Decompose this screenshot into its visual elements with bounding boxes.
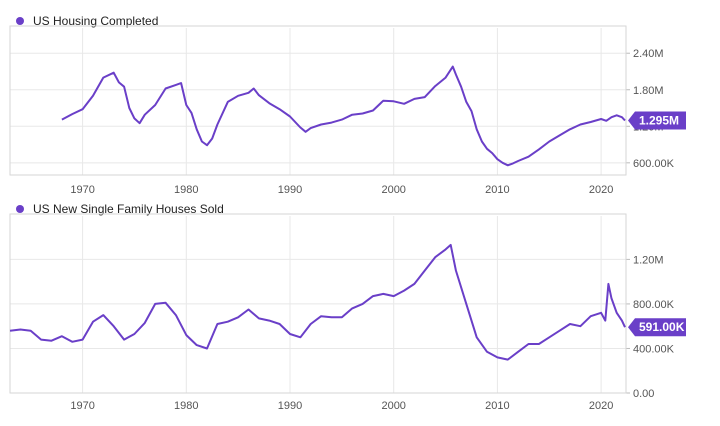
plot-area-frame [9,213,627,394]
y-tick-label: 1.20M [633,254,664,266]
plot-area-frame [9,25,627,176]
chart-panel-2: 0.00 400.00K 800.00K 1.20M 1970 1980 1990 2000 2… [9,213,686,412]
series-line [9,243,626,361]
y-tick-label: 600.00K [633,158,675,170]
series-line [61,65,626,167]
x-tick-label: 2020 [589,184,613,196]
last-value-badge [628,318,686,337]
x-tick-label: 1980 [174,184,198,196]
x-tick-label: 2000 [381,400,405,412]
last-value-label: 1.295M [639,114,679,128]
legend-new-single-family-sold[interactable]: US New Single Family Houses Sold [16,202,224,216]
last-value-label: 591.00K [639,320,685,334]
chart-panel-1: 600.00K1.20M1.80M2.40M197019801990200020… [9,25,686,196]
x-tick-label: 1990 [278,184,302,196]
y-tick-label: 1.80M [633,85,664,97]
x-tick-label: 1970 [70,184,94,196]
chart1-title: US Housing Completed [33,14,159,28]
y-tick-label: 800.00K [633,299,675,311]
y-tick-label: 400.00K [633,343,675,355]
legend-housing-completed[interactable]: US Housing Completed [16,14,158,28]
last-value-badge [628,111,686,130]
x-tick-label: 2020 [589,400,613,412]
x-tick-label: 1970 [70,400,94,412]
y-tick-label: 0.00 [633,388,654,400]
x-tick-label: 2010 [485,400,509,412]
x-tick-label: 1990 [278,400,302,412]
x-tick-label: 1980 [174,400,198,412]
x-tick-label: 2000 [381,184,405,196]
y-tick-label: 2.40M [633,48,664,60]
series-color-dot [16,205,24,213]
x-tick-label: 2010 [485,184,509,196]
chart2-title: US New Single Family Houses Sold [33,202,224,216]
series-color-dot [16,17,24,25]
